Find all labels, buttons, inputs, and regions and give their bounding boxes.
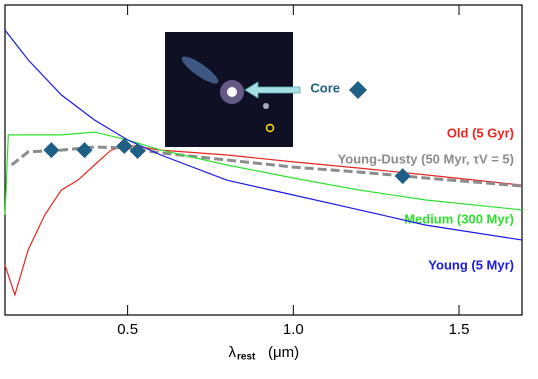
legend-label: Core: [310, 80, 340, 95]
series-label: Medium (300 Myr): [404, 211, 514, 226]
plot-frame: [4, 4, 523, 316]
series-label: Young-Dusty (50 Myr, τV = 5): [338, 151, 514, 166]
series-line: [4, 144, 523, 297]
inset-image: [165, 32, 301, 147]
x-label: λ: [229, 344, 237, 361]
data-point: [116, 138, 133, 155]
x-tick-label: 0.5: [117, 321, 138, 338]
data-point: [129, 143, 146, 160]
x-tick-label: 1.5: [449, 321, 470, 338]
data-point: [43, 142, 60, 159]
x-label-unit: (μm): [268, 344, 299, 361]
series-label: Old (5 Gyr): [447, 125, 514, 140]
series-line: [4, 29, 523, 241]
x-tick-label: 1.0: [283, 321, 304, 338]
series-label: Young (5 Myr): [428, 257, 514, 272]
legend-marker: [349, 81, 367, 99]
series-line: [4, 131, 523, 215]
data-point: [76, 142, 93, 159]
data-point: [394, 168, 411, 185]
x-label-sub: rest: [237, 352, 256, 363]
